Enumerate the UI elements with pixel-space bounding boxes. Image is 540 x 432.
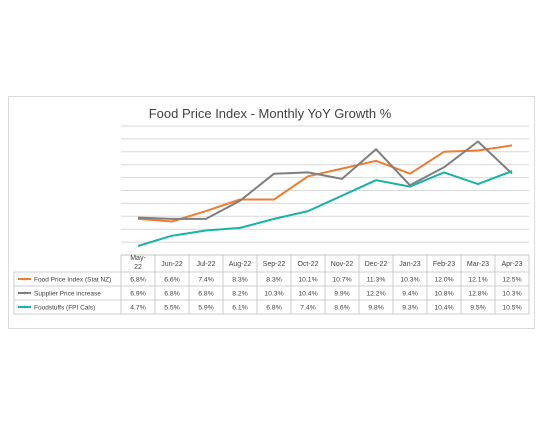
x-tick-label: Feb-23	[433, 261, 455, 268]
x-tick-label: Jun-22	[161, 261, 183, 268]
legend-marker-3	[23, 305, 26, 309]
data-label: 5.5%	[164, 304, 180, 311]
data-label: 12.8%	[468, 290, 487, 297]
data-label: 9.5%	[470, 304, 486, 311]
data-label: 5.9%	[198, 304, 214, 311]
data-label: 4.7%	[130, 304, 146, 311]
series-line-2	[137, 140, 513, 220]
chart-frame	[8, 96, 535, 329]
data-label: 6.8%	[266, 304, 282, 311]
data-label: 9.4%	[402, 290, 418, 297]
data-label: 10.1%	[298, 276, 317, 283]
data-label: 6.8%	[164, 290, 180, 297]
series-line-3	[137, 170, 513, 247]
data-label: 10.5%	[502, 304, 521, 311]
x-tick-label: Dec-22	[365, 261, 388, 268]
legend-marker-2	[23, 291, 26, 295]
data-label: 6.1%	[232, 304, 248, 311]
data-label: 9.3%	[402, 304, 418, 311]
data-label: 10.3%	[400, 276, 419, 283]
data-label: 12.0%	[434, 276, 453, 283]
data-label: 10.7%	[332, 276, 351, 283]
data-label: 8.3%	[266, 276, 282, 283]
data-label: 7.4%	[300, 304, 316, 311]
legend-marker-1	[23, 277, 26, 281]
x-tick-label: Mar-23	[467, 261, 489, 268]
data-label: 7.4%	[198, 276, 214, 283]
x-tick-label: Sep-22	[263, 261, 286, 268]
chart-title: Food Price Index - Monthly YoY Growth %	[148, 106, 392, 121]
x-tick-label: Oct-22	[297, 261, 318, 268]
legend-series-name: Foodstuffs (FPI Cals)	[34, 304, 95, 311]
data-label: 10.8%	[434, 290, 453, 297]
data-label: 10.3%	[502, 290, 521, 297]
series-line-1	[137, 144, 513, 223]
data-label: 10.3%	[264, 290, 283, 297]
x-tick-label: May-22	[130, 255, 146, 271]
data-label: 12.5%	[502, 276, 521, 283]
data-label: 12.2%	[366, 290, 385, 297]
x-tick-label: Apr-23	[501, 261, 522, 268]
legend-series-name: Supplier Price increase	[34, 290, 101, 297]
data-label: 9.9%	[334, 290, 350, 297]
legend-series-name: Food Price Index (Stat NZ)	[34, 276, 111, 283]
x-tick-label: Aug-22	[229, 261, 252, 268]
data-label: 6.8%	[130, 276, 146, 283]
data-label: 6.6%	[164, 276, 180, 283]
data-label: 11.3%	[367, 276, 386, 283]
data-label: 12.1%	[468, 276, 487, 283]
data-label: 9.8%	[368, 304, 384, 311]
data-label: 10.4%	[298, 290, 317, 297]
data-label: 8.6%	[334, 304, 350, 311]
x-tick-label: Jan-23	[399, 261, 421, 268]
data-label: 10.4%	[434, 304, 453, 311]
data-label: 6.8%	[198, 290, 214, 297]
x-tick-label: Jul-22	[196, 261, 215, 268]
data-label: 6.9%	[130, 290, 146, 297]
data-label: 8.2%	[232, 290, 248, 297]
x-tick-label: Nov-22	[331, 261, 354, 268]
data-label: 8.3%	[232, 276, 248, 283]
